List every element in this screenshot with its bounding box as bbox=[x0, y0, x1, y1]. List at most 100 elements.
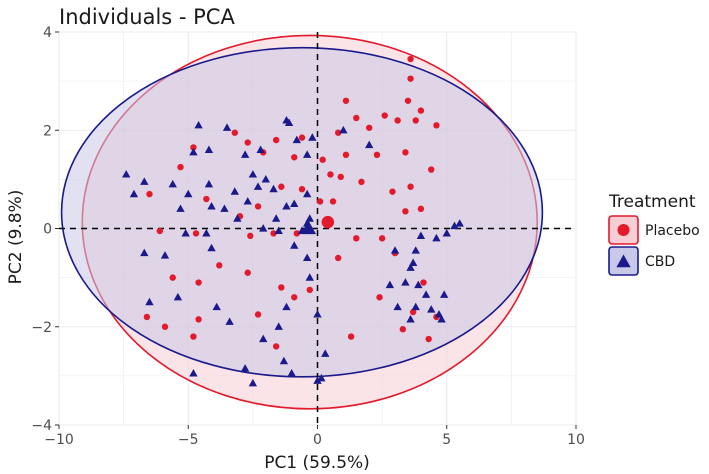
point-placebo bbox=[316, 198, 324, 205]
point-placebo bbox=[146, 190, 153, 198]
data-points bbox=[122, 55, 464, 387]
point-cbd bbox=[207, 201, 216, 210]
point-placebo bbox=[409, 308, 417, 316]
point-cbd bbox=[189, 147, 198, 156]
ellipse-cbd bbox=[60, 46, 544, 378]
point-cbd bbox=[207, 243, 216, 252]
point-cbd bbox=[222, 123, 232, 131]
point-cbd bbox=[313, 310, 322, 318]
point-cbd bbox=[317, 373, 326, 382]
point-cbd bbox=[122, 170, 131, 178]
y-axis-title: PC2 (9.8%) bbox=[6, 190, 26, 285]
point-placebo bbox=[402, 149, 409, 156]
point-placebo bbox=[203, 195, 210, 203]
point-cbd bbox=[406, 314, 415, 323]
point-cbd bbox=[269, 184, 278, 193]
point-cbd bbox=[302, 189, 312, 198]
point-cbd bbox=[305, 214, 314, 222]
point-cbd bbox=[411, 302, 420, 311]
legend-label-placebo: Placebo bbox=[645, 223, 700, 239]
point-placebo bbox=[433, 122, 440, 129]
point-placebo bbox=[278, 284, 285, 291]
point-placebo bbox=[402, 208, 409, 215]
point-placebo bbox=[353, 114, 360, 122]
point-cbd bbox=[253, 182, 263, 190]
point-placebo bbox=[272, 136, 280, 144]
confidence-ellipses bbox=[60, 34, 544, 410]
point-placebo bbox=[254, 311, 262, 318]
point-placebo bbox=[366, 124, 373, 131]
x-tick-label: 0 bbox=[313, 432, 322, 448]
point-cbd bbox=[290, 199, 299, 208]
y-tick-label: −4 bbox=[31, 418, 52, 434]
point-cbd bbox=[321, 349, 330, 357]
centroid-placebo bbox=[321, 215, 335, 229]
point-placebo bbox=[216, 262, 223, 269]
point-cbd bbox=[225, 317, 234, 325]
point-placebo bbox=[143, 313, 151, 321]
point-cbd bbox=[439, 290, 449, 298]
point-cbd bbox=[168, 179, 177, 188]
point-cbd bbox=[176, 204, 185, 212]
point-placebo bbox=[327, 171, 334, 178]
point-placebo bbox=[329, 198, 337, 205]
point-cbd bbox=[421, 290, 431, 298]
reference-lines bbox=[59, 32, 576, 425]
point-cbd bbox=[455, 219, 464, 227]
chart-title: Individuals - PCA bbox=[59, 5, 235, 29]
point-cbd bbox=[302, 150, 312, 158]
point-placebo bbox=[190, 144, 197, 151]
point-placebo bbox=[244, 139, 251, 146]
point-placebo bbox=[319, 156, 326, 163]
point-cbd bbox=[248, 378, 258, 387]
point-cbd bbox=[240, 364, 250, 372]
point-placebo bbox=[291, 154, 298, 161]
point-placebo bbox=[412, 117, 419, 124]
point-cbd bbox=[274, 322, 283, 330]
point-cbd bbox=[140, 177, 149, 185]
point-cbd bbox=[427, 305, 436, 313]
point-placebo bbox=[195, 279, 202, 286]
x-tick-label: 10 bbox=[567, 432, 585, 448]
point-placebo bbox=[298, 134, 306, 141]
point-placebo bbox=[244, 269, 251, 276]
point-cbd bbox=[160, 251, 170, 259]
point-cbd bbox=[365, 140, 374, 149]
point-cbd bbox=[230, 187, 239, 195]
point-placebo bbox=[376, 294, 383, 301]
point-placebo bbox=[378, 235, 386, 242]
point-cbd bbox=[432, 233, 441, 242]
point-cbd bbox=[184, 189, 193, 198]
point-cbd bbox=[256, 145, 265, 153]
point-placebo bbox=[389, 188, 396, 195]
point-cbd bbox=[416, 231, 426, 239]
point-placebo bbox=[177, 163, 184, 171]
point-placebo bbox=[394, 117, 401, 124]
legend-label-cbd: CBD bbox=[645, 254, 675, 270]
point-cbd bbox=[212, 302, 221, 311]
point-placebo bbox=[347, 333, 355, 340]
point-cbd bbox=[450, 221, 459, 230]
point-placebo bbox=[353, 235, 360, 242]
y-tick-label: −2 bbox=[31, 320, 52, 336]
point-placebo bbox=[420, 279, 427, 286]
point-cbd bbox=[408, 258, 418, 266]
point-placebo bbox=[231, 129, 238, 136]
point-cbd bbox=[259, 334, 268, 343]
point-placebo bbox=[190, 333, 197, 340]
point-placebo bbox=[381, 112, 388, 119]
point-placebo bbox=[161, 323, 169, 330]
point-placebo bbox=[342, 97, 350, 104]
point-cbd bbox=[194, 120, 203, 129]
x-axis-title: PC1 (59.5%) bbox=[264, 453, 370, 473]
point-cbd bbox=[220, 204, 229, 212]
x-tick-label: −10 bbox=[44, 432, 74, 448]
point-cbd bbox=[240, 150, 250, 158]
point-placebo bbox=[399, 326, 407, 333]
point-placebo bbox=[291, 294, 298, 301]
point-placebo bbox=[306, 286, 313, 294]
point-cbd bbox=[284, 118, 294, 126]
point-cbd bbox=[173, 292, 183, 301]
y-tick-label: 2 bbox=[43, 123, 52, 139]
